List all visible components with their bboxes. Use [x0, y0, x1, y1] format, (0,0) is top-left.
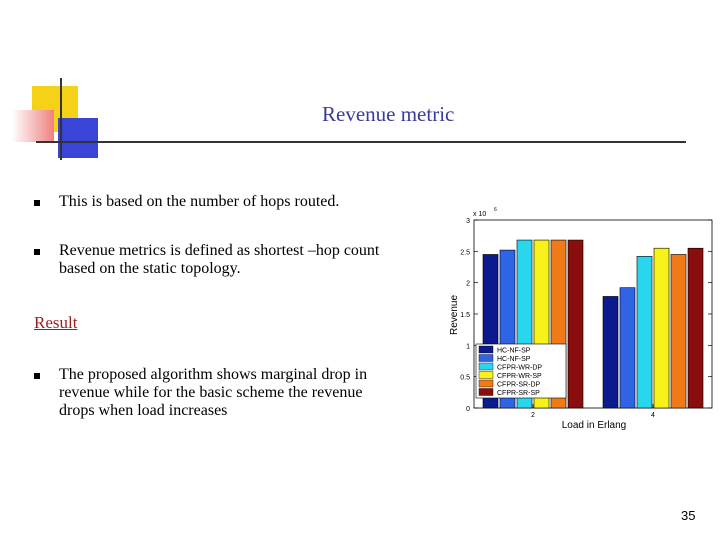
legend-label: CFPR-WR-SP: [497, 373, 542, 380]
slide-title: Revenue metric: [322, 102, 455, 126]
decor-blue-square: [58, 118, 98, 158]
legend-label: HC-NF-SP: [497, 356, 531, 363]
y-tick-label: 2.5: [460, 249, 470, 256]
bar: [567, 239, 584, 409]
x-tick-label: 2: [531, 412, 535, 419]
legend-swatch: [478, 388, 494, 396]
revenue-chart: Revenue Load in Erlang x 10 6 0 0.5 1 1.5 2 2…: [449, 207, 713, 431]
bar: [687, 247, 704, 409]
bar: [619, 287, 636, 409]
page-number: 35: [681, 508, 696, 523]
y-tick-label: 0: [466, 406, 470, 413]
y-tick-label: 0.5: [460, 375, 470, 382]
y-multiplier-exponent: 6: [494, 207, 497, 213]
legend-label: HC-NF-SP: [497, 347, 531, 354]
legend-swatch: [478, 379, 494, 388]
legend-swatch: [478, 345, 494, 354]
bullet-text: drops when load increases: [59, 402, 228, 419]
legend-swatch: [478, 354, 494, 362]
bullet-text: This is based on the number of hops rout…: [59, 193, 340, 210]
x-axis-label: Load in Erlang: [562, 420, 627, 431]
y-tick-label: 2: [466, 281, 470, 288]
y-axis-label: Revenue: [449, 295, 460, 335]
legend-label: CFPR-SR-SP: [497, 390, 540, 397]
legend-swatch: [478, 362, 494, 371]
y-tick-label: 1: [466, 343, 470, 350]
bullet-marker: [34, 373, 40, 379]
bullet-text: revenue while for the basic scheme the r…: [59, 384, 363, 401]
bar: [636, 256, 653, 409]
y-tick-label: 1.5: [460, 312, 470, 319]
legend-label: CFPR-SR-DP: [497, 381, 540, 388]
x-tick-label: 4: [651, 412, 655, 419]
bar: [602, 296, 619, 409]
bullet-marker: [34, 200, 40, 206]
bullet-text: based on the static topology.: [59, 260, 241, 277]
legend-label: CFPR-WR-DP: [497, 364, 542, 371]
bullet-text: The proposed algorithm shows marginal dr…: [59, 366, 368, 383]
bullet-text: Revenue metrics is defined as shortest –…: [59, 242, 380, 259]
bullet-marker: [34, 249, 40, 255]
y-multiplier: x 10: [473, 211, 486, 218]
bar: [670, 254, 687, 409]
decor-red-square: [12, 110, 54, 142]
y-tick-label: 3: [466, 218, 470, 225]
legend-swatch: [478, 371, 494, 379]
bar: [653, 247, 670, 409]
result-heading: Result: [34, 313, 78, 332]
decor-vertical-line: [60, 78, 62, 160]
decor-horizontal-line: [36, 141, 686, 143]
